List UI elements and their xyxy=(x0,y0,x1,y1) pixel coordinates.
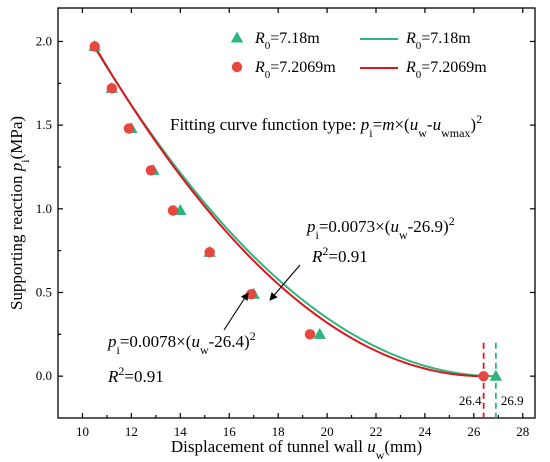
legend: R0=7.18m R0=7.2069m R0=7.18m R0=7.2069m xyxy=(230,30,487,81)
green-fit-equation: pi=0.0073×(uw-26.9)2 xyxy=(306,214,455,242)
reference-label: 26.4 xyxy=(459,393,482,408)
fit-type-annotation: Fitting curve function type: pi=m×(uw-uw… xyxy=(170,112,482,140)
data-point-triangle xyxy=(313,327,326,339)
y-tick-label: 0.5 xyxy=(36,284,52,299)
y-axis-title: Supporting reaction pi(MPa) xyxy=(7,116,32,310)
annotation-arrow xyxy=(223,292,249,331)
x-tick-label: 22 xyxy=(370,424,383,439)
green-r-squared: R2=0.91 xyxy=(311,244,368,266)
data-point-circle xyxy=(123,123,135,134)
x-tick-label: 28 xyxy=(516,424,529,439)
x-tick-label: 12 xyxy=(125,424,138,439)
legend-label: R0=7.18m xyxy=(254,30,320,52)
legend-marker-circle xyxy=(231,61,243,73)
data-point-circle xyxy=(167,205,179,216)
y-tick-label: 1.5 xyxy=(36,117,52,132)
legend-label: R0=7.2069m xyxy=(405,59,487,81)
y-tick-label: 0.0 xyxy=(36,368,52,383)
x-tick-label: 20 xyxy=(321,424,334,439)
y-tick-label: 1.0 xyxy=(36,201,52,216)
data-point-circle xyxy=(478,370,489,382)
data-point-circle xyxy=(106,83,118,94)
x-tick-label: 14 xyxy=(174,424,188,439)
x-tick-label: 26 xyxy=(467,424,481,439)
legend-marker-triangle xyxy=(230,31,244,43)
x-axis-title: Displacement of tunnel wall uw(mm) xyxy=(171,437,422,462)
reference-label: 26.9 xyxy=(501,393,524,408)
data-point-circle xyxy=(204,247,215,258)
data-point-circle xyxy=(304,329,316,340)
data-point-circle xyxy=(89,41,100,52)
annotation-arrow xyxy=(269,264,301,301)
red-r-squared: R2=0.91 xyxy=(107,364,164,386)
x-tick-label: 18 xyxy=(272,424,285,439)
fit-curve xyxy=(91,43,496,378)
plot-area: 10 12 14 16 18 20 22 24 26 28 0.0 0.5 1.0 1.5 2.0 Displ… xyxy=(7,7,536,462)
data-point-circle xyxy=(246,288,257,300)
data-point-circle xyxy=(145,165,157,176)
red-fit-equation: pi=0.0078×(uw-26.4)2 xyxy=(107,329,256,357)
y-tick-label: 2.0 xyxy=(36,33,52,48)
plot-frame xyxy=(57,7,536,419)
legend-label: R0=7.18m xyxy=(405,30,471,52)
x-tick-label: 24 xyxy=(418,424,432,439)
data-point-triangle xyxy=(489,369,503,381)
x-tick-label: 16 xyxy=(223,424,237,439)
fit-curve xyxy=(91,41,484,378)
x-tick-label: 10 xyxy=(76,424,89,439)
legend-label: R0=7.2069m xyxy=(254,59,336,81)
